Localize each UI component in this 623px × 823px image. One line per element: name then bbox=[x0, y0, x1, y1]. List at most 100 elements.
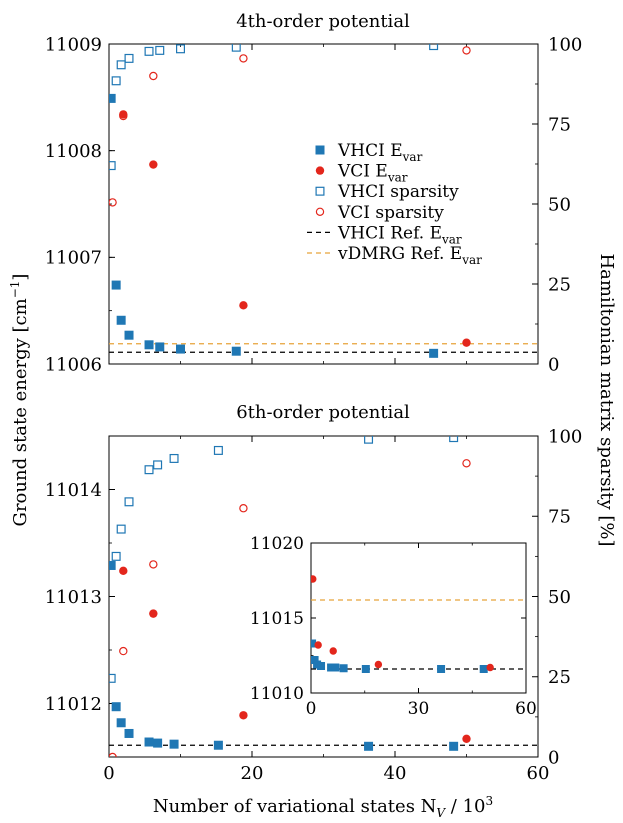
bottom-point bbox=[109, 560, 116, 570]
x-axis-label: Number of variational states NV / 103 bbox=[153, 794, 493, 820]
top-point bbox=[149, 71, 158, 81]
bottom-y-tick-label: 11012 bbox=[45, 694, 102, 715]
top-point bbox=[462, 46, 471, 55]
bottom-point bbox=[153, 460, 163, 470]
legend-label: VHCI Ref. Evar bbox=[337, 223, 462, 246]
top-point bbox=[124, 330, 134, 340]
bottom-point bbox=[111, 702, 121, 712]
bottom-point bbox=[144, 737, 154, 747]
inset-point bbox=[479, 665, 488, 673]
bottom-y-tick-label: 11013 bbox=[45, 587, 102, 608]
inset-point bbox=[486, 663, 494, 672]
top-point bbox=[144, 340, 154, 350]
bottom-point bbox=[169, 453, 179, 463]
bottom-point bbox=[239, 711, 248, 720]
bottom-point bbox=[239, 504, 248, 513]
left-y-axis-label: Ground state energy [cm−1] bbox=[8, 274, 31, 527]
bottom-x-tick-label: 20 bbox=[241, 763, 264, 784]
bottom-point bbox=[364, 436, 374, 444]
bottom-point bbox=[109, 673, 116, 683]
legend-entry: VHCI Ref. Evar bbox=[307, 223, 462, 246]
bottom-y-tick-label: 11014 bbox=[45, 480, 102, 501]
inset-x-tick-label: 30 bbox=[408, 699, 430, 719]
legend-entry: VCI sparsity bbox=[315, 203, 444, 223]
bottom-x-tick-label: 60 bbox=[527, 763, 550, 784]
top-y2-tick-label: 50 bbox=[548, 194, 571, 215]
bottom-point bbox=[124, 497, 134, 507]
top-y-tick-label: 11008 bbox=[45, 141, 102, 162]
top-point bbox=[155, 45, 165, 55]
legend-entry: vDMRG Ref. Evar bbox=[307, 244, 482, 267]
legend-label: vDMRG Ref. Evar bbox=[337, 244, 482, 267]
right-y-axis-label: Hamiltonian matrix sparsity [%] bbox=[596, 253, 617, 546]
inset-point bbox=[317, 662, 326, 670]
legend-label: VHCI Evar bbox=[337, 141, 423, 164]
inset-x-tick-label: 60 bbox=[515, 699, 537, 719]
inset-point bbox=[311, 656, 319, 664]
bottom-y2-tick-label: 50 bbox=[548, 587, 571, 608]
top-point bbox=[116, 60, 126, 70]
bottom-x-tick-label: 0 bbox=[103, 763, 114, 784]
legend-label: VCI sparsity bbox=[337, 203, 444, 223]
bottom-point bbox=[153, 738, 163, 748]
top-point bbox=[111, 76, 121, 86]
inset-y-tick-label: 11010 bbox=[250, 684, 304, 704]
inset-point bbox=[329, 647, 337, 655]
bottom-x-tick-label: 40 bbox=[384, 763, 407, 784]
top-point bbox=[144, 46, 154, 56]
top-point bbox=[111, 280, 121, 290]
top-y-tick-label: 11009 bbox=[45, 34, 102, 55]
top-y2-tick-label: 100 bbox=[548, 34, 582, 55]
bottom-point bbox=[213, 445, 223, 455]
bottom-point bbox=[149, 560, 158, 569]
bottom-y2-tick-label: 100 bbox=[548, 426, 582, 447]
top-point bbox=[429, 348, 439, 358]
top-point bbox=[109, 161, 116, 171]
top-point bbox=[149, 160, 158, 169]
inset-point bbox=[311, 575, 317, 583]
top-point bbox=[116, 315, 126, 325]
bottom-point bbox=[116, 718, 126, 728]
top-point bbox=[231, 44, 241, 52]
top-series-group bbox=[109, 44, 538, 358]
bottom-point bbox=[144, 465, 154, 475]
top-point bbox=[124, 53, 134, 63]
top-point bbox=[462, 338, 471, 347]
top-point bbox=[155, 342, 165, 352]
top-point bbox=[429, 44, 439, 51]
top-y-tick-label: 11007 bbox=[45, 248, 102, 269]
top-frame bbox=[108, 43, 539, 365]
top-y2-tick-label: 75 bbox=[548, 114, 571, 135]
inset-y-tick-label: 11020 bbox=[250, 534, 304, 554]
bottom-point bbox=[109, 752, 117, 757]
bottom-point bbox=[364, 741, 374, 751]
inset-point bbox=[314, 641, 322, 649]
inset-point bbox=[311, 639, 317, 648]
bottom-point bbox=[119, 566, 128, 576]
top-point bbox=[239, 301, 248, 310]
top-panel: 11006 11007 11008 11009 0 25 50 75 100 bbox=[45, 34, 583, 375]
inset-point bbox=[361, 665, 370, 673]
legend-entry: VCI Evar bbox=[315, 162, 408, 185]
bottom-point bbox=[449, 436, 459, 443]
top-point bbox=[119, 111, 128, 121]
bottom-panel-title: 6th-order potential bbox=[236, 402, 410, 423]
bottom-y2-tick-label: 25 bbox=[548, 667, 571, 688]
top-point bbox=[176, 344, 185, 354]
top-point bbox=[109, 198, 117, 207]
bottom-point bbox=[124, 728, 134, 738]
bottom-series-group bbox=[109, 436, 538, 757]
bottom-point bbox=[116, 524, 126, 534]
legend-marker-swatch bbox=[315, 186, 325, 196]
bottom-point bbox=[119, 646, 128, 656]
bottom-y2-tick-label: 75 bbox=[548, 507, 571, 528]
bottom-point bbox=[111, 551, 121, 561]
inset-point bbox=[327, 663, 336, 672]
inset-point bbox=[437, 665, 446, 673]
legend-marker-swatch bbox=[315, 207, 325, 216]
inset-y-tick-label: 11015 bbox=[250, 609, 304, 629]
bottom-point bbox=[449, 741, 459, 751]
bottom-y2-tick-label: 0 bbox=[548, 747, 559, 768]
inset-panel: 0 30 60 11010 11015 11020 bbox=[250, 534, 537, 719]
